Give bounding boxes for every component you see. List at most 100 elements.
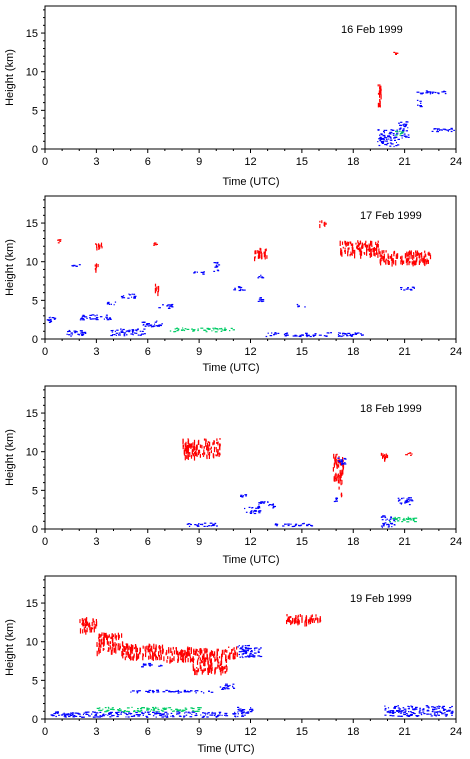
cloud-point <box>401 132 404 134</box>
cloud-point <box>197 657 199 660</box>
cloud-point <box>188 452 190 454</box>
cloud-point <box>225 715 229 717</box>
cloud-point <box>423 261 425 265</box>
cloud-point <box>157 325 160 327</box>
cloud-point <box>252 511 254 513</box>
cloud-point <box>191 711 195 713</box>
cloud-point <box>272 504 274 506</box>
cloud-point <box>217 443 219 446</box>
cloud-point <box>386 523 390 525</box>
cloud-point <box>159 650 161 653</box>
cloud-point <box>241 648 244 650</box>
cloud-point <box>58 240 62 242</box>
cloud-feature-blue <box>193 271 205 275</box>
cloud-point <box>399 518 401 520</box>
cloud-point <box>202 660 204 664</box>
cloud-point <box>216 261 219 264</box>
cloud-point <box>299 335 302 338</box>
cloud-point <box>104 711 107 713</box>
cloud-point <box>347 247 349 253</box>
cloud-point <box>383 258 385 263</box>
cloud-point <box>342 333 344 335</box>
cloud-point <box>288 617 290 621</box>
cloud-point <box>192 658 194 663</box>
cloud-point <box>342 246 344 249</box>
cloud-point <box>344 250 346 253</box>
cloud-point <box>136 656 139 660</box>
cloud-point <box>99 715 102 717</box>
cloud-point <box>435 711 437 713</box>
cloud-point <box>409 517 412 519</box>
cloud-point <box>186 691 190 693</box>
cloud-point <box>107 301 110 303</box>
cloud-point <box>438 705 441 708</box>
cloud-point <box>190 658 192 662</box>
cloud-point <box>250 655 253 657</box>
cloud-point <box>133 293 136 295</box>
cloud-feature-red <box>192 647 228 676</box>
cloud-point <box>158 307 161 309</box>
cloud-point <box>169 660 171 664</box>
cloud-point <box>215 264 218 266</box>
cloud-point <box>200 648 202 651</box>
cloud-feature-red <box>182 438 221 461</box>
cloud-point <box>210 450 212 454</box>
cloud-point <box>89 624 91 631</box>
cloud-point <box>411 712 414 714</box>
cloud-point <box>245 511 248 513</box>
y-tick-label: 15 <box>26 598 38 610</box>
cloud-point <box>155 644 157 647</box>
cloud-point <box>157 656 159 661</box>
cloud-point <box>84 623 86 629</box>
cloud-point <box>407 705 409 707</box>
cloud-point <box>378 248 380 253</box>
cloud-point <box>298 524 300 526</box>
cloud-point <box>108 712 110 715</box>
cloud-point <box>403 708 407 710</box>
cloud-point <box>150 664 152 666</box>
cloud-point <box>158 711 160 713</box>
cloud-point <box>75 715 78 717</box>
cloud-point <box>306 333 308 335</box>
cloud-point <box>137 690 140 692</box>
cloud-point <box>223 688 227 690</box>
cloud-point <box>132 715 136 717</box>
cloud-point <box>265 248 267 252</box>
cloud-point <box>195 449 197 452</box>
cloud-point <box>148 691 151 693</box>
cloud-feature-red <box>227 646 238 660</box>
cloud-point <box>139 334 142 336</box>
cloud-point <box>153 652 155 656</box>
cloud-point <box>199 661 201 665</box>
cloud-point <box>384 143 388 146</box>
cloud-point <box>181 649 183 652</box>
cloud-point <box>369 247 371 252</box>
cloud-point <box>368 248 370 251</box>
cloud-point <box>253 647 255 650</box>
date-label-19-feb: 19 Feb 1999 <box>350 593 412 605</box>
cloud-point <box>406 500 408 503</box>
cloud-point <box>344 247 346 250</box>
cloud-point <box>416 250 419 256</box>
cloud-point <box>405 121 409 123</box>
cloud-point <box>154 287 156 294</box>
cloud-point <box>410 452 412 454</box>
cloud-point <box>343 457 346 460</box>
cloud-point <box>145 715 148 717</box>
cloud-point <box>409 250 411 256</box>
cloud-point <box>203 522 207 524</box>
cloud-point <box>111 646 113 652</box>
cloud-point <box>222 687 226 689</box>
cloud-point <box>96 650 98 657</box>
cloud-point <box>449 707 452 709</box>
cloud-point <box>206 653 208 659</box>
cloud-point <box>160 650 162 656</box>
cloud-point <box>395 145 398 147</box>
cloud-point <box>222 667 224 670</box>
cloud-point <box>241 715 245 717</box>
cloud-point <box>184 455 186 461</box>
cloud-point <box>305 617 307 619</box>
cloud-point <box>250 708 254 710</box>
cloud-point <box>382 523 386 525</box>
